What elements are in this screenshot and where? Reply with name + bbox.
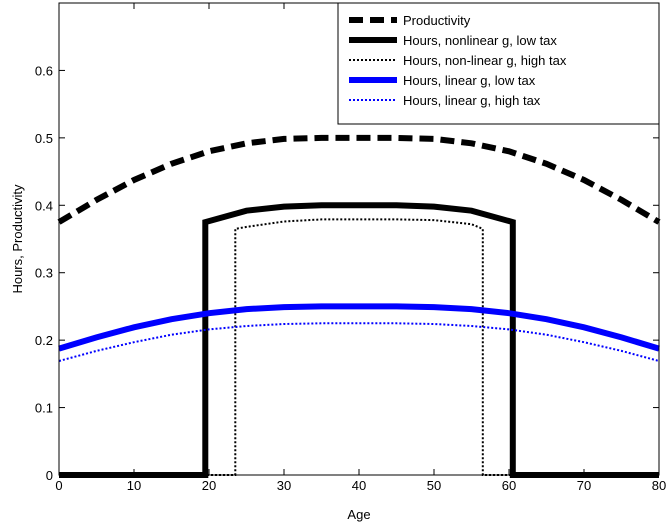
series-layer (57, 134, 661, 478)
y-tick-label: 0.3 (35, 266, 53, 281)
x-tick-label: 10 (127, 478, 141, 493)
y-tick-label: 0.5 (35, 131, 53, 146)
y-tick-label: 0.2 (35, 333, 53, 348)
legend-label-4: Hours, linear g, low tax (403, 73, 536, 88)
ticks-layer: 0 10 20 30 40 50 60 70 80 0 0.1 0.2 0.3 0.4 0.5 0.6 (35, 3, 666, 493)
x-tick-label: 70 (577, 478, 591, 493)
series-line-4 (58, 303, 660, 352)
x-tick-label: 30 (277, 478, 291, 493)
legend-label-5: Hours, linear g, high tax (403, 93, 541, 108)
y-tick-label: 0.1 (35, 401, 53, 416)
x-tick-label: 60 (502, 478, 516, 493)
x-tick-label: 40 (352, 478, 366, 493)
legend-label-1: Productivity (403, 13, 471, 28)
x-tick-label: 20 (202, 478, 216, 493)
y-tick-label: 0.4 (35, 198, 53, 213)
x-axis-label: Age (347, 507, 370, 522)
series-line-2 (59, 202, 659, 478)
y-axis-label: Hours, Productivity (10, 184, 25, 294)
y-tick-label: 0 (46, 468, 53, 483)
legend-label-3: Hours, non-linear g, high tax (403, 53, 567, 68)
x-tick-label: 80 (652, 478, 666, 493)
series-line-1 (57, 134, 661, 225)
x-tick-label: 0 (55, 478, 62, 493)
legend: Productivity Hours, nonlinear g, low tax H… (337, 2, 660, 125)
x-tick-label: 50 (427, 478, 441, 493)
y-tick-label: 0.6 (35, 63, 53, 78)
legend-label-2: Hours, nonlinear g, low tax (403, 33, 557, 48)
series-line-5 (58, 322, 660, 362)
legend-box (337, 2, 660, 125)
